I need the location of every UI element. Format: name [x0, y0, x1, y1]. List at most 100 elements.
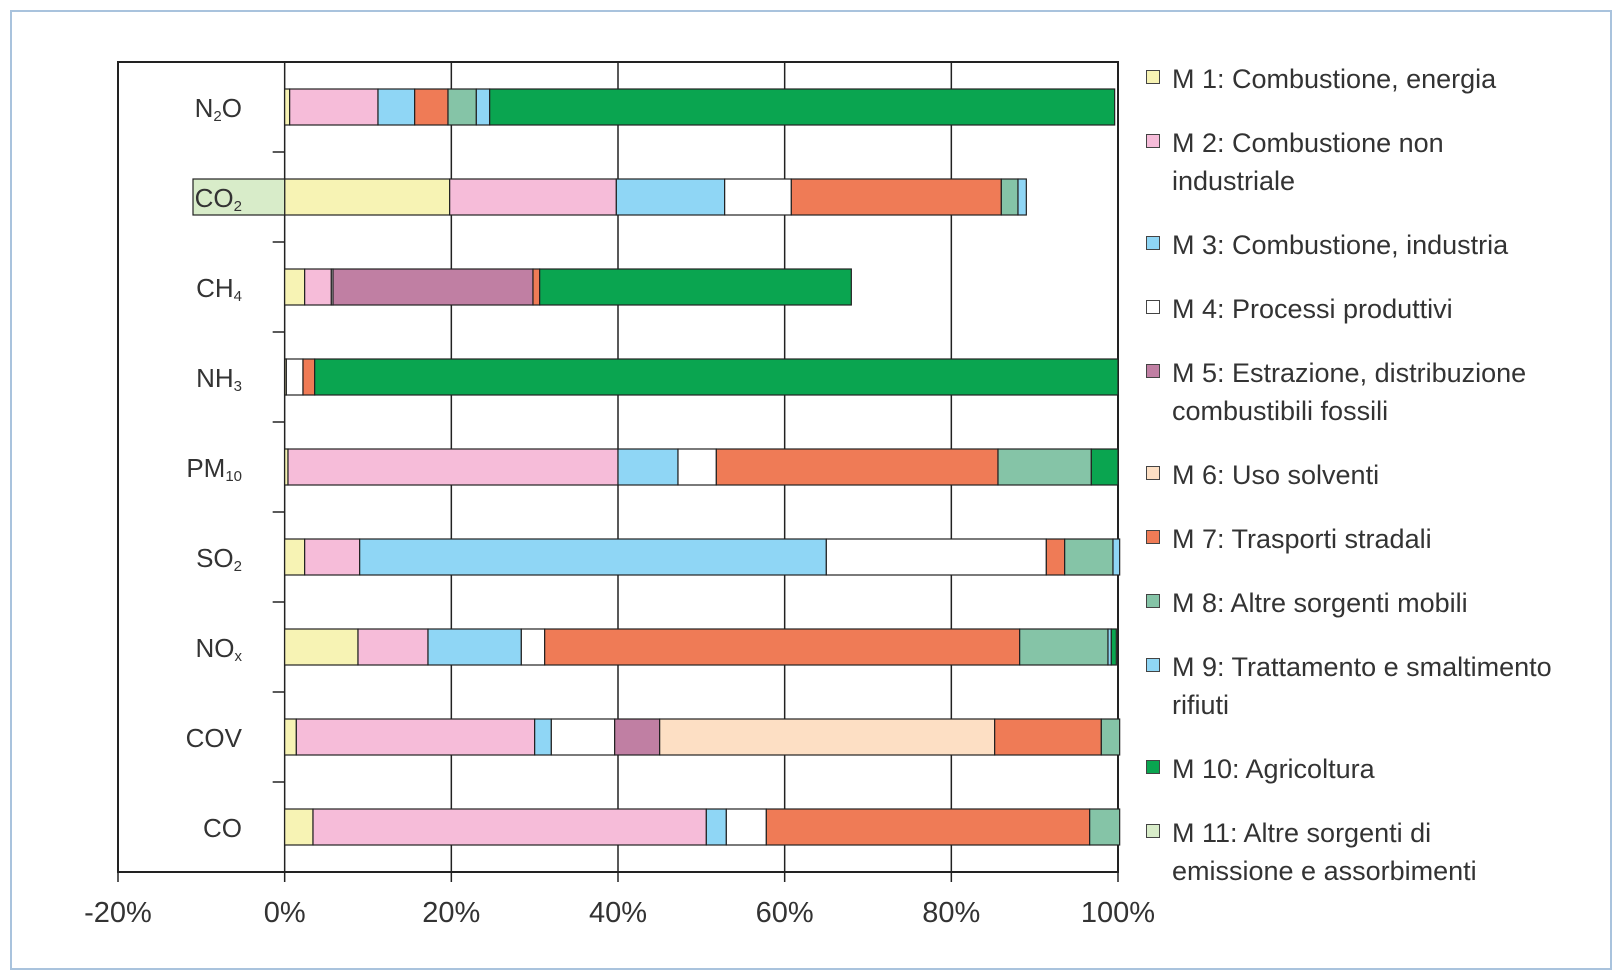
legend-label: M 1: Combustione, energia — [1172, 64, 1497, 94]
bar-segment — [449, 178, 617, 216]
legend-swatch — [1146, 658, 1160, 672]
bar-segment — [302, 358, 316, 396]
bar-segment — [314, 358, 1119, 396]
bar-segment — [312, 808, 707, 846]
bar-segment — [284, 628, 359, 666]
bar-segment — [615, 178, 726, 216]
bar-segment — [447, 88, 477, 126]
category-label: SO2 — [196, 543, 242, 575]
bar-segment — [475, 88, 491, 126]
legend-swatch — [1146, 236, 1160, 250]
bar-segment — [284, 178, 451, 216]
bar-segment — [539, 268, 852, 306]
legend-label: M 4: Processi produttivi — [1172, 294, 1453, 324]
category-label: COV — [186, 723, 243, 753]
legend-swatch — [1146, 594, 1160, 608]
legend-item: M 6: Uso solventi — [1142, 456, 1612, 494]
legend-swatch — [1146, 530, 1160, 544]
bar-segment — [765, 808, 1091, 846]
legend-label: M 3: Combustione, industria — [1172, 230, 1509, 260]
x-tick-label: 20% — [422, 897, 480, 929]
legend-item: M 1: Combustione, energia — [1142, 60, 1612, 98]
bar-segment — [520, 628, 546, 666]
bar-segment — [550, 718, 616, 756]
legend-label: M 5: Estrazione, distribuzione — [1172, 358, 1527, 388]
bar-segment — [725, 808, 767, 846]
bar-segment — [284, 718, 297, 756]
legend-swatch — [1146, 466, 1160, 480]
category-label: NOx — [196, 633, 243, 665]
legend-swatch — [1146, 70, 1160, 84]
legend-label: M 11: Altre sorgenti di — [1172, 818, 1432, 848]
legend-label: M 8: Altre sorgenti mobili — [1172, 588, 1468, 618]
x-tick-label: -20% — [84, 897, 152, 929]
bar-segment — [295, 718, 536, 756]
bar-segment — [614, 718, 661, 756]
legend-item: M 3: Combustione, industria — [1142, 226, 1612, 264]
legend-swatch — [1146, 364, 1160, 378]
legend-item: M 7: Trasporti stradali — [1142, 520, 1612, 558]
legend-label: combustibili fossili — [1172, 396, 1389, 426]
legend-label: M 10: Agricoltura — [1172, 754, 1375, 784]
bar-segment — [1019, 628, 1109, 666]
category-label: N2O — [195, 93, 242, 125]
bar-segment — [544, 628, 1021, 666]
bar-segment — [825, 538, 1047, 576]
bar-segment — [1100, 718, 1121, 756]
bar-segment — [284, 88, 291, 126]
bar-segment — [284, 808, 314, 846]
bar-segment — [677, 448, 717, 486]
bar-segment — [1064, 538, 1114, 576]
x-tick-label: 80% — [922, 897, 980, 929]
legend: M 1: Combustione, energia M 2: Combustion… — [1142, 60, 1612, 916]
bar-segment — [534, 718, 552, 756]
bar-segment — [414, 88, 449, 126]
legend-label: rifiuti — [1172, 690, 1230, 720]
bar-segment — [289, 88, 379, 126]
x-tick-label: 40% — [589, 897, 647, 929]
bar-segment — [359, 538, 827, 576]
bar-segment — [705, 808, 727, 846]
bar-segment — [304, 268, 332, 306]
legend-label: emissione e assorbimenti — [1172, 856, 1477, 886]
legend-label: M 6: Uso solventi — [1172, 460, 1380, 490]
bar-segment — [285, 358, 304, 396]
bar-segment — [377, 88, 416, 126]
bar-segment — [790, 178, 1002, 216]
legend-label: M 9: Trattamento e smaltimento — [1172, 652, 1552, 682]
category-label: CO2 — [195, 183, 242, 215]
bar-segment — [724, 178, 792, 216]
bar-segment — [284, 268, 306, 306]
bar-segment — [1112, 538, 1121, 576]
x-tick-label: 60% — [756, 897, 814, 929]
bar-segment — [532, 268, 541, 306]
bar-segment — [357, 628, 429, 666]
legend-label: M 7: Trasporti stradali — [1172, 524, 1432, 554]
bar-segment — [284, 538, 306, 576]
bar-segment — [489, 88, 1116, 126]
legend-swatch — [1146, 760, 1160, 774]
legend-item: M 4: Processi produttivi — [1142, 290, 1612, 328]
legend-item: M 10: Agricoltura — [1142, 750, 1612, 788]
bar-segment — [715, 448, 999, 486]
legend-item: M 11: Altre sorgenti di emissione e assor… — [1142, 814, 1612, 890]
bar-segment — [287, 448, 619, 486]
legend-item: M 5: Estrazione, distribuzione combustibi… — [1142, 354, 1612, 430]
bar-segment — [1090, 448, 1119, 486]
legend-label: M 2: Combustione non — [1172, 128, 1444, 158]
x-tick-label: 0% — [264, 897, 306, 929]
category-label: NH3 — [196, 363, 242, 395]
legend-swatch — [1146, 134, 1160, 148]
bar-segment — [1017, 178, 1027, 216]
bar-segment — [192, 178, 286, 216]
bar-segment — [617, 448, 679, 486]
category-label: CH4 — [196, 273, 242, 305]
bar-segment — [659, 718, 996, 756]
bar-segment — [1045, 538, 1066, 576]
legend-item: M 2: Combustione non industriale — [1142, 124, 1612, 200]
bar-segment — [997, 448, 1092, 486]
bar-segment — [1110, 628, 1117, 666]
bar-segment — [427, 628, 522, 666]
legend-item: M 9: Trattamento e smaltimento rifiuti — [1142, 648, 1612, 724]
